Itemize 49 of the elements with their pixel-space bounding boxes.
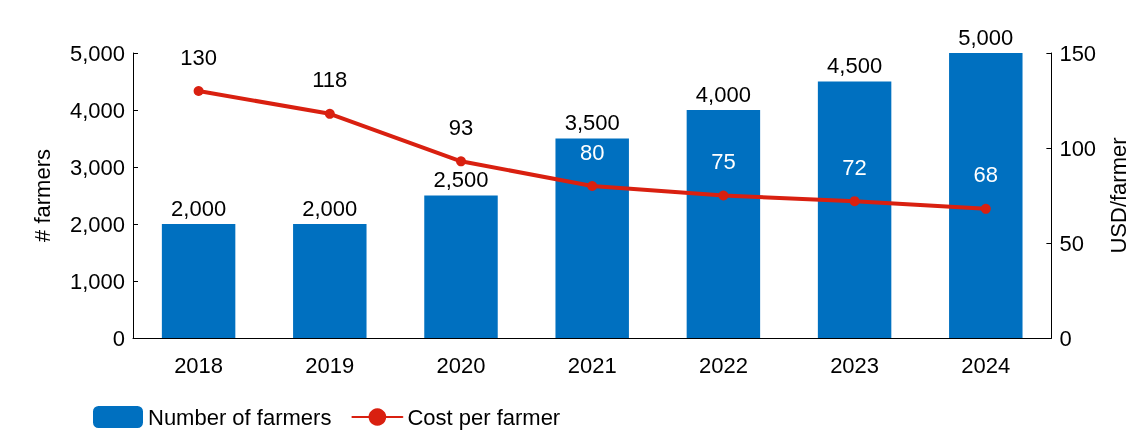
data-label: 72 [842, 154, 867, 180]
point [456, 156, 466, 167]
bar [555, 138, 629, 338]
legend-label: Number of farmers [148, 404, 332, 430]
data-label: 68 [973, 162, 999, 188]
data-label: 2,000 [302, 195, 358, 221]
y2-tick-label: 50 [1059, 230, 1084, 256]
data-label: 4,500 [827, 53, 883, 78]
y-tick-label: 4,000 [69, 97, 125, 123]
y-tick-label: 0 [112, 325, 125, 351]
y-tick-label: 3,000 [69, 154, 125, 180]
point [587, 181, 598, 191]
y-tick-label: 2,000 [69, 211, 125, 237]
y2-tick-label: 0 [1059, 325, 1072, 351]
x-tick-label: 2018 [174, 352, 224, 378]
data-label: 93 [448, 114, 474, 140]
bar [949, 53, 1023, 338]
x-tick-label: 2022 [698, 352, 748, 378]
data-label: 4,000 [695, 81, 751, 107]
data-label: 2,500 [433, 167, 489, 192]
y-axis-title: # farmers [29, 149, 55, 242]
x-tick-label: 2021 [567, 352, 617, 378]
data-label: 2,000 [171, 195, 227, 221]
data-label: 75 [711, 149, 736, 174]
y-tick-label: 1,000 [69, 268, 125, 294]
x-tick-label: 2024 [961, 352, 1011, 378]
x-tick-label: 2019 [305, 352, 355, 378]
point [980, 203, 991, 214]
y-tick-label: 5,000 [69, 40, 125, 66]
y2-tick-label: 100 [1059, 135, 1097, 161]
bar [293, 224, 367, 338]
y2-axis-title: USD/farmer [1105, 137, 1131, 254]
data-label: 3,500 [564, 110, 620, 135]
data-label: 5,000 [958, 24, 1014, 50]
point [324, 108, 335, 119]
data-label: 118 [312, 67, 348, 93]
y2-tick-label: 150 [1059, 40, 1097, 66]
bar [424, 195, 498, 338]
point [193, 86, 204, 96]
bar [686, 110, 761, 338]
point [849, 196, 860, 207]
data-label: 80 [579, 139, 605, 165]
point [718, 190, 729, 201]
bar [817, 81, 892, 338]
x-tick-label: 2020 [436, 352, 486, 378]
bar [161, 224, 236, 338]
data-label: 130 [180, 44, 217, 70]
x-tick-label: 2023 [830, 352, 880, 378]
legend-label: Cost per farmer [407, 404, 561, 430]
